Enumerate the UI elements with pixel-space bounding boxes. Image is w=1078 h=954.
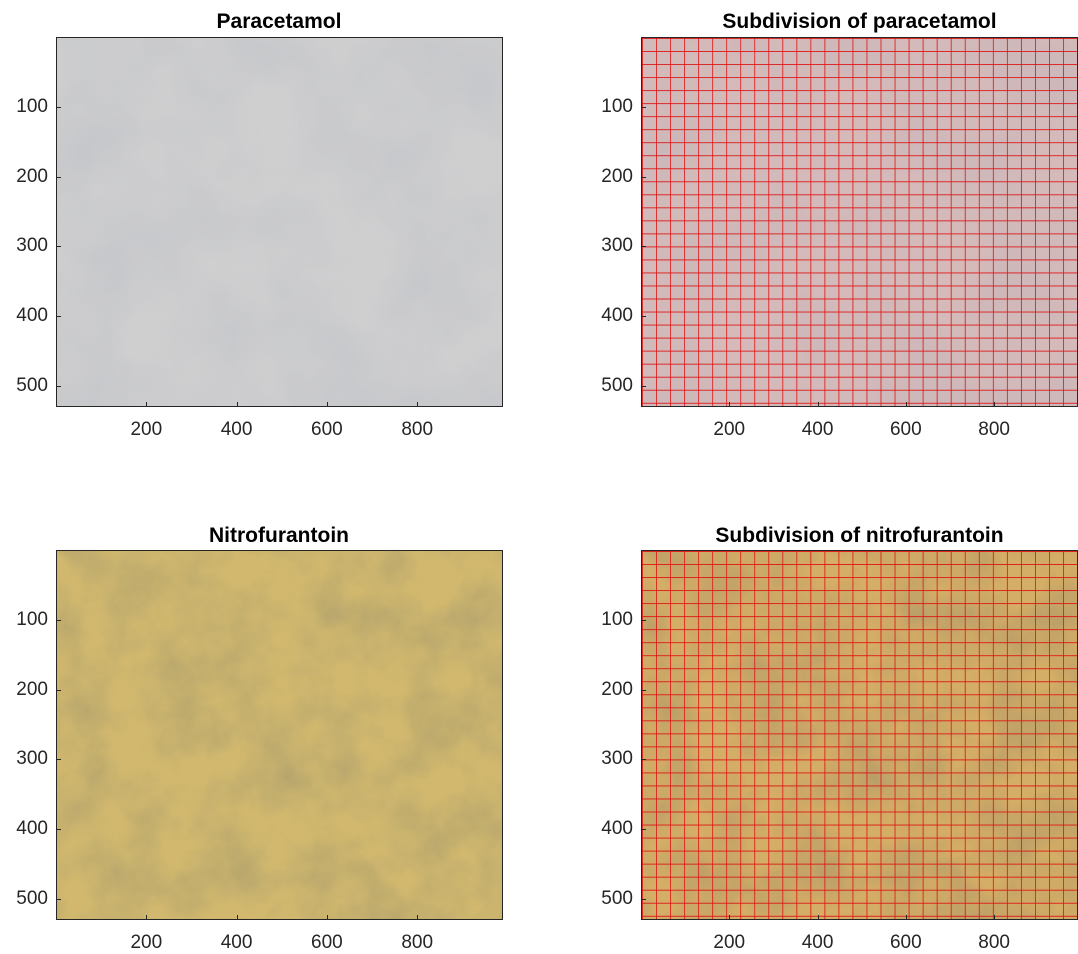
xtick-label: 600	[311, 932, 343, 953]
ytick-label: 300	[601, 748, 633, 770]
ytick-mark	[641, 106, 646, 108]
ytick-label: 200	[16, 678, 48, 700]
ytick-mark	[641, 386, 646, 388]
xtick-label: 800	[401, 419, 434, 440]
ytick-label: 400	[16, 818, 48, 840]
xtick-mark	[994, 915, 996, 920]
ytick-mark	[56, 759, 61, 761]
xtick-mark	[905, 915, 907, 920]
xtick-mark	[817, 402, 819, 407]
xtick-mark	[146, 915, 148, 920]
ytick-label: 100	[601, 608, 633, 630]
ytick-label: 500	[16, 888, 48, 910]
ytick-mark	[56, 619, 61, 621]
ytick-label: 300	[16, 235, 48, 257]
ytick-label: 500	[601, 888, 633, 910]
xtick-mark	[236, 402, 238, 407]
ytick-mark	[56, 316, 61, 318]
ytick-mark	[56, 106, 61, 108]
ytick-mark	[641, 759, 646, 761]
image-axes-nitrofurantoin	[56, 550, 503, 920]
image-axes-subdivision-nitrofurantoin	[641, 550, 1078, 920]
xtick-mark	[817, 915, 819, 920]
xtick-mark	[236, 915, 238, 920]
ytick-mark	[641, 316, 646, 318]
xtick-mark	[146, 402, 148, 407]
ytick-label: 300	[16, 748, 48, 770]
ytick-label: 200	[601, 165, 633, 187]
ytick-label: 400	[16, 305, 48, 327]
xtick-label: 400	[220, 419, 253, 440]
xtick-mark	[417, 402, 419, 407]
xtick-label: 400	[801, 419, 834, 440]
ytick-label: 500	[601, 375, 633, 397]
xtick-label: 200	[130, 932, 163, 953]
xtick-label: 200	[130, 419, 163, 440]
ytick-mark	[56, 176, 61, 178]
xtick-mark	[729, 402, 731, 407]
ytick-label: 500	[16, 375, 48, 397]
ytick-mark	[641, 176, 646, 178]
subdivision-grid	[642, 551, 1077, 919]
xtick-label: 400	[801, 932, 834, 953]
ytick-mark	[56, 689, 61, 691]
ytick-label: 400	[601, 305, 633, 327]
xtick-mark	[326, 915, 328, 920]
powder-image	[57, 38, 502, 406]
xtick-mark	[729, 915, 731, 920]
xtick-label: 600	[311, 419, 343, 440]
xtick-label: 800	[978, 932, 1010, 953]
xtick-label: 800	[978, 419, 1010, 440]
powder-image	[642, 38, 1077, 406]
xtick-mark	[326, 402, 328, 407]
xtick-mark	[994, 402, 996, 407]
powder-image	[57, 551, 502, 919]
panel-title: Subdivision of nitrofurantoin	[715, 524, 1004, 547]
panel-title: Nitrofurantoin	[209, 524, 349, 547]
xtick-label: 600	[889, 419, 922, 440]
ytick-mark	[56, 246, 61, 248]
ytick-mark	[641, 899, 646, 901]
xtick-label: 400	[220, 932, 253, 953]
ytick-label: 100	[16, 95, 48, 117]
ytick-label: 100	[601, 95, 633, 117]
image-axes-paracetamol	[56, 37, 503, 407]
panel-title: Paracetamol	[216, 10, 342, 33]
ytick-label: 300	[601, 235, 633, 257]
ytick-label: 100	[16, 608, 48, 630]
panel-title: Subdivision of paracetamol	[722, 10, 997, 33]
xtick-label: 200	[713, 932, 746, 953]
ytick-mark	[641, 689, 646, 691]
subdivision-grid	[642, 38, 1077, 406]
ytick-mark	[641, 246, 646, 248]
xtick-mark	[417, 915, 419, 920]
xtick-mark	[905, 402, 907, 407]
ytick-label: 400	[601, 818, 633, 840]
powder-image	[642, 551, 1077, 919]
ytick-mark	[56, 899, 61, 901]
xtick-label: 800	[401, 932, 434, 953]
ytick-mark	[56, 386, 61, 388]
ytick-mark	[641, 619, 646, 621]
ytick-label: 200	[601, 678, 633, 700]
ytick-label: 200	[16, 165, 48, 187]
ytick-mark	[641, 829, 646, 831]
ytick-mark	[56, 829, 61, 831]
image-axes-subdivision-paracetamol	[641, 37, 1078, 407]
xtick-label: 600	[889, 932, 922, 953]
xtick-label: 200	[713, 419, 746, 440]
